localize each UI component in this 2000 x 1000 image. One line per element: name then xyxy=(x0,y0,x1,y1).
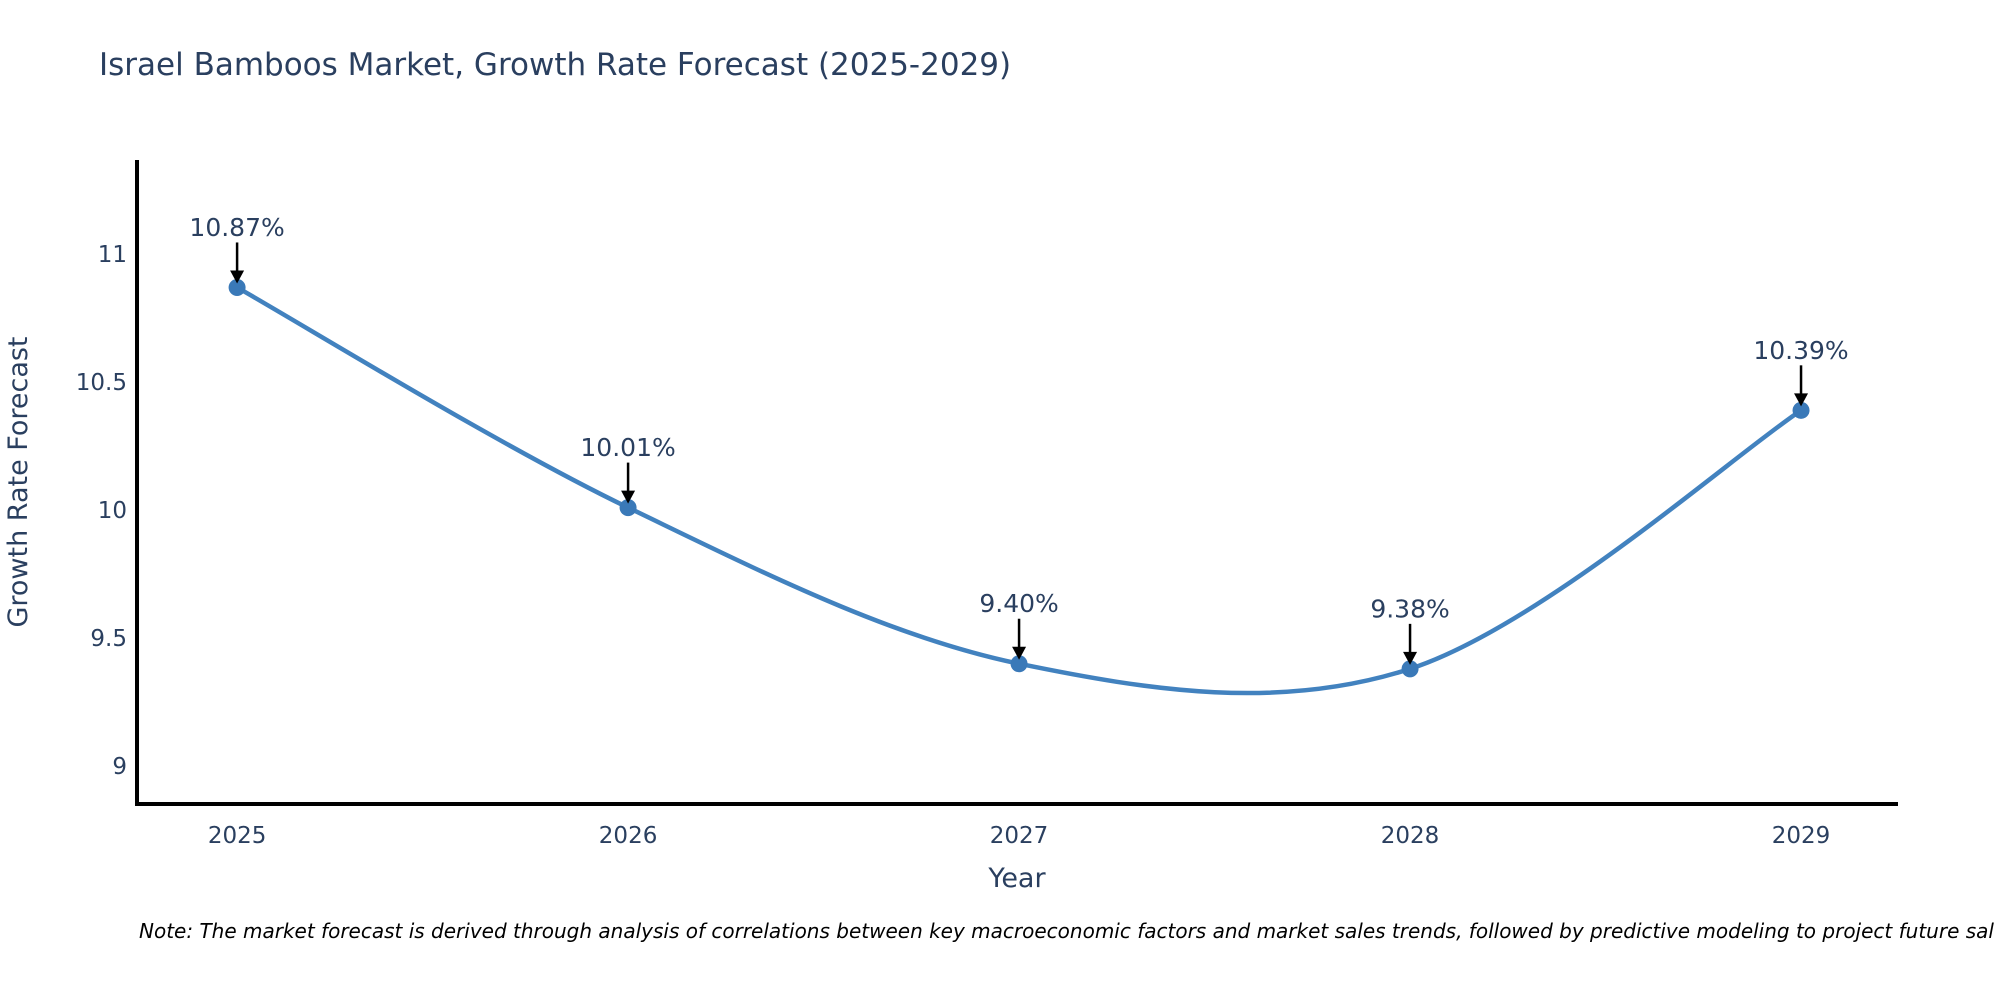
y-tick-label: 10.5 xyxy=(76,370,127,396)
point-annotation: 10.87% xyxy=(189,213,284,242)
footnote: Note: The market forecast is derived thr… xyxy=(139,919,1994,943)
annotation-arrowhead xyxy=(1403,651,1418,665)
x-tick-label: 2026 xyxy=(599,823,658,849)
plot-area: 9 9.5 10 10.5 11 2025 2026 2027 2028 2029 10.87% 10… xyxy=(76,160,1898,849)
x-axis-title: Year xyxy=(987,863,1046,894)
annotation-arrowhead xyxy=(1794,393,1809,407)
annotation-arrowhead xyxy=(1012,646,1027,660)
data-point-marker-2029[interactable] xyxy=(1792,401,1810,419)
point-annotation: 9.40% xyxy=(979,589,1058,618)
annotation-arrowhead xyxy=(621,490,636,504)
y-tick-label: 9.5 xyxy=(90,626,127,652)
point-annotation: 9.38% xyxy=(1370,594,1449,623)
y-tick-label: 9 xyxy=(112,754,127,780)
chart-title: Israel Bamboos Market, Growth Rate Forec… xyxy=(99,47,1011,83)
data-point-marker-2026[interactable] xyxy=(619,499,637,517)
data-point-marker-2025[interactable] xyxy=(228,278,246,296)
y-tick-label: 11 xyxy=(98,242,127,268)
point-annotation: 10.39% xyxy=(1753,336,1848,365)
y-tick-label: 10 xyxy=(98,498,127,524)
annotation-arrowhead xyxy=(230,270,245,284)
data-point-marker-2027[interactable] xyxy=(1010,655,1028,673)
x-tick-label: 2029 xyxy=(1772,823,1831,849)
point-annotation: 10.01% xyxy=(580,433,675,462)
x-tick-label: 2027 xyxy=(990,823,1049,849)
y-axis-title: Growth Rate Forecast xyxy=(3,336,34,627)
x-tick-label: 2025 xyxy=(208,823,267,849)
x-tick-label: 2028 xyxy=(1381,823,1440,849)
data-point-marker-2028[interactable] xyxy=(1401,660,1419,678)
